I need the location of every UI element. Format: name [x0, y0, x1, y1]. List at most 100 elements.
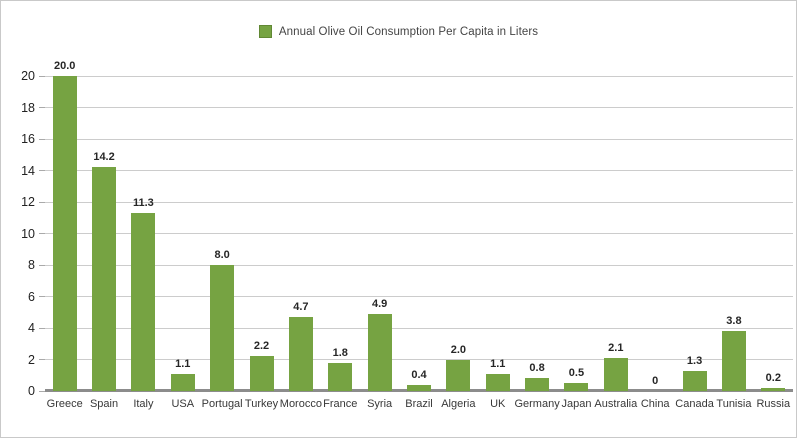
bar [52, 76, 77, 391]
x-axis-category-label: Germany [514, 398, 560, 410]
x-axis-category-label: Portugal [201, 398, 243, 410]
gridline [45, 75, 793, 77]
x-axis-category-label: Tunisia [716, 398, 752, 410]
bar [564, 383, 589, 391]
bar-value-label: 0.2 [765, 371, 781, 384]
x-axis-category-label: Italy [133, 398, 154, 410]
bar-group: 0.5 Japan [557, 76, 596, 410]
x-axis-category-label: Morocco [279, 398, 322, 410]
y-axis-tick-label: 20 [21, 69, 35, 83]
gridline [45, 264, 793, 266]
bar-group: 0.2 Russia [754, 76, 793, 410]
bar-value-label: 1.3 [686, 354, 703, 367]
bar-value-label: 3.8 [726, 315, 742, 328]
y-axis-tick-label: 14 [21, 163, 35, 178]
legend-color-swatch [258, 25, 272, 38]
gridline [45, 296, 793, 297]
bar [288, 316, 313, 391]
y-axis-tick-label: 12 [21, 195, 35, 209]
bar-group: 0.4 Brazil [399, 76, 438, 410]
bar-group: 2.0 Algeria [439, 76, 478, 411]
bar-value-label: 0.4 [411, 368, 427, 381]
y-axis-tick-label: 18 [21, 100, 35, 115]
chart-legend: Annual Olive Oil Consumption Per Capita … [1, 25, 796, 38]
bar-value-label: 4.9 [371, 297, 388, 310]
y-axis-tick [39, 138, 45, 140]
bar-value-label: 2.0 [450, 343, 466, 356]
x-axis-category-label: Spain [89, 398, 119, 410]
y-axis-tick-label: 0 [28, 384, 35, 398]
legend-label: Annual Olive Oil Consumption Per Capita … [278, 25, 539, 38]
bar [682, 370, 707, 391]
bar-value-label: 14.2 [93, 151, 115, 164]
bar-value-label: 0.5 [568, 367, 585, 380]
x-axis-category-label: USA [171, 398, 195, 410]
y-axis-tick-label: 10 [21, 226, 35, 241]
bar [210, 265, 235, 391]
y-axis-tick [39, 233, 45, 234]
x-axis-category-label: Canada [675, 398, 714, 410]
bar-group: 2.2 Turkey [242, 76, 281, 410]
bar [721, 331, 746, 391]
gridline [45, 359, 793, 360]
y-axis-tick-label: 4 [28, 321, 35, 335]
y-axis-tick-label: 8 [28, 258, 35, 272]
bar [170, 373, 195, 391]
bar-group: 1.1 UK [478, 76, 517, 410]
x-axis-category-label: Russia [756, 398, 791, 410]
x-axis-category-label: UK [490, 398, 506, 410]
bar-value-label: 2.2 [253, 340, 270, 353]
bar [328, 362, 353, 391]
bar [92, 167, 117, 391]
bar-value-label: 1.8 [332, 346, 348, 359]
bar [406, 384, 431, 391]
bar-group: 2.1 Australia [594, 76, 637, 410]
x-axis-category-label: China [640, 398, 670, 410]
bar-group: 4.7 Morocco [280, 76, 322, 410]
y-axis-tick [39, 327, 45, 329]
bar [603, 357, 628, 391]
bar-group: 1.1 USA [163, 76, 202, 410]
bar [485, 373, 510, 391]
y-axis-tick [39, 264, 45, 266]
y-axis-tick [39, 390, 45, 392]
gridline [45, 201, 793, 203]
bar-value-label: 8.0 [214, 249, 230, 261]
bar [131, 213, 156, 391]
bar-group: 20.0 Greece [45, 60, 84, 410]
bar-group: 1.3 Canada [675, 76, 714, 410]
bar [761, 387, 786, 391]
bar-group: 0.8 Germany [514, 76, 559, 410]
x-axis-category-label: Australia [594, 398, 638, 410]
gridline [45, 107, 793, 108]
bar-value-label: 1.1 [490, 357, 506, 370]
bar-value-label: 1.1 [175, 357, 191, 370]
gridline [45, 170, 793, 171]
bar-group: 8.0 Portugal [202, 76, 243, 410]
y-axis-tick-label: 6 [28, 289, 35, 304]
x-axis-category-label: Greece [46, 398, 83, 410]
gridline [45, 233, 793, 234]
x-axis-category-label: Brazil [405, 398, 433, 410]
bar [446, 359, 471, 391]
bar-group: 11.3 Italy [124, 76, 163, 410]
x-axis-category-label: Japan [561, 398, 592, 410]
bar-value-label: 4.7 [293, 300, 309, 313]
bar-value-label: 0 [652, 375, 659, 387]
y-axis-tick-label: 16 [21, 132, 35, 146]
bar-value-label: 11.3 [133, 197, 154, 210]
y-axis-tick [39, 75, 45, 77]
bar-group: 0 China [636, 76, 675, 410]
x-axis-category-label: Turkey [244, 398, 279, 410]
bar-group: 3.8 Tunisia [714, 76, 753, 410]
bar-group: 4.9 Syria [360, 76, 399, 410]
bar-value-label: 0.8 [529, 362, 545, 375]
y-axis-tick [39, 296, 45, 297]
bar [367, 313, 392, 391]
gridline [45, 327, 793, 329]
x-axis-category-label: Syria [367, 398, 393, 410]
y-axis-tick [39, 201, 45, 203]
bar-group: 14.2 Spain [84, 76, 123, 410]
plot-area: 0 2 4 6 8 10 12 14 16 18 20 20.0 Greece 14.2 Spain 11.3… [21, 60, 793, 411]
